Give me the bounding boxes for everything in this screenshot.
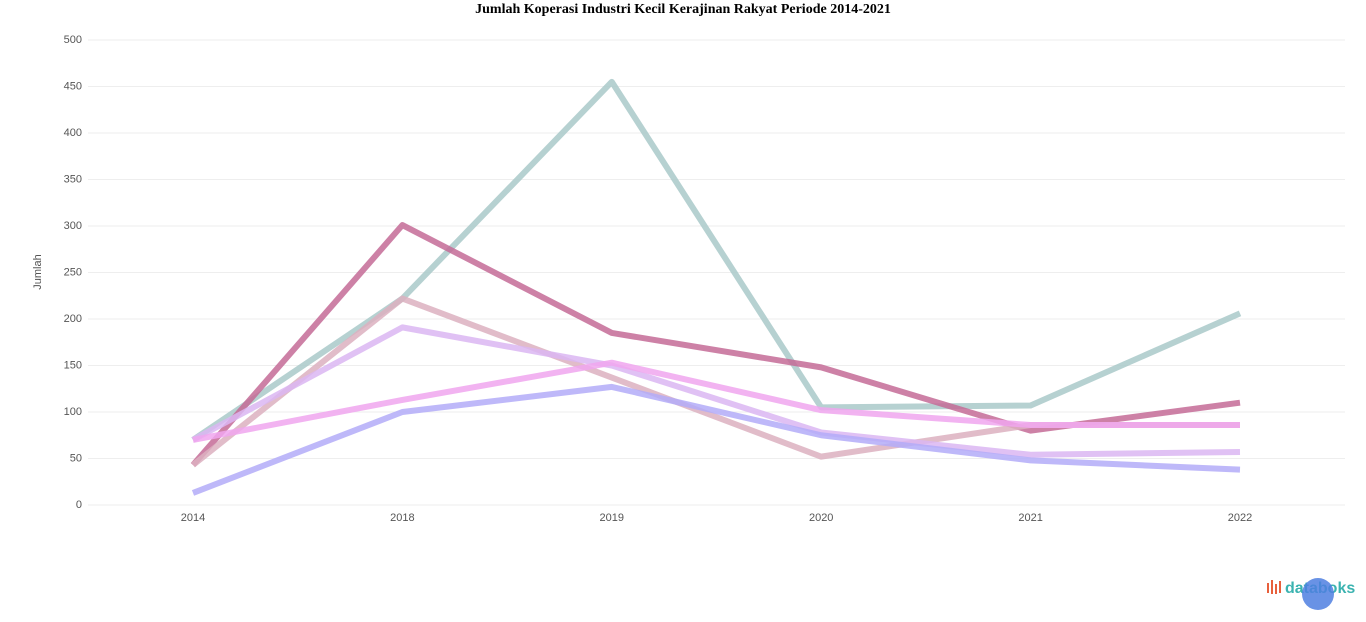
y-tick-label: 150 [64, 359, 82, 371]
x-tick-label: 2022 [1228, 512, 1252, 524]
watermark-icon [1267, 580, 1281, 594]
x-tick-label: 2021 [1018, 512, 1042, 524]
series-line [191, 78, 1242, 443]
y-tick-label: 250 [64, 266, 82, 278]
y-axis-label: Jumlah [32, 254, 44, 289]
series-line [191, 383, 1241, 496]
y-tick-label: 300 [64, 220, 82, 232]
x-tick-label: 2018 [390, 512, 414, 524]
y-tick-label: 400 [64, 127, 82, 139]
series-line [191, 324, 1241, 458]
y-tick-label: 0 [76, 499, 82, 511]
chart-title: Jumlah Koperasi Industri Kecil Kerajinan… [475, 2, 891, 17]
y-tick-label: 100 [64, 406, 82, 418]
x-tick-label: 2020 [809, 512, 833, 524]
y-tick-label: 50 [70, 452, 82, 464]
y-tick-label: 350 [64, 173, 82, 185]
y-tick-label: 500 [64, 34, 82, 46]
y-tick-label: 450 [64, 80, 82, 92]
chat-button[interactable] [1302, 578, 1334, 610]
series-line [192, 359, 1240, 443]
y-tick-label: 200 [64, 313, 82, 325]
x-tick-label: 2019 [600, 512, 624, 524]
x-tick-label: 2014 [181, 512, 205, 524]
